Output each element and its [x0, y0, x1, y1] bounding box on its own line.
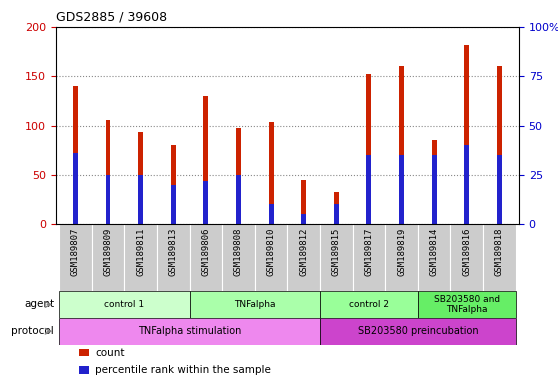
Text: agent: agent	[24, 300, 54, 310]
Text: GSM189806: GSM189806	[201, 227, 210, 276]
Text: GDS2885 / 39608: GDS2885 / 39608	[56, 11, 167, 24]
Bar	[190, 291, 320, 318]
Bar	[268, 204, 273, 224]
Bar	[450, 224, 483, 291]
Bar	[287, 224, 320, 291]
Bar	[353, 224, 385, 291]
Text: GSM189809: GSM189809	[103, 227, 113, 276]
Bar	[59, 291, 190, 318]
Text: GSM189813: GSM189813	[169, 227, 177, 276]
Bar	[320, 291, 418, 318]
Bar	[385, 224, 418, 291]
Bar	[203, 181, 208, 224]
Bar	[399, 66, 404, 224]
Bar	[255, 224, 287, 291]
Bar	[203, 96, 208, 224]
Bar	[157, 224, 190, 291]
Text: control 2: control 2	[349, 300, 389, 309]
Bar	[399, 155, 404, 224]
Text: TNFalpha: TNFalpha	[234, 300, 276, 309]
Bar	[190, 224, 222, 291]
Bar	[301, 214, 306, 224]
Bar	[236, 129, 241, 224]
Bar	[73, 153, 78, 224]
Bar	[268, 122, 273, 224]
Text: GSM189814: GSM189814	[430, 227, 439, 276]
Bar	[432, 140, 436, 224]
Bar	[320, 318, 516, 344]
Bar	[483, 224, 516, 291]
Bar	[59, 318, 320, 344]
Text: GSM189808: GSM189808	[234, 227, 243, 276]
Bar	[105, 175, 110, 224]
Text: GSM189819: GSM189819	[397, 227, 406, 276]
Bar	[105, 119, 110, 224]
Bar	[171, 185, 176, 224]
Text: GSM189817: GSM189817	[364, 227, 373, 276]
Bar	[171, 145, 176, 224]
Text: GSM189812: GSM189812	[299, 227, 308, 276]
Bar	[301, 180, 306, 224]
Text: GSM189818: GSM189818	[495, 227, 504, 276]
Bar	[92, 224, 124, 291]
Bar	[334, 192, 339, 224]
Bar	[497, 66, 502, 224]
Text: protocol: protocol	[11, 326, 54, 336]
Text: percentile rank within the sample: percentile rank within the sample	[95, 365, 271, 375]
Bar	[59, 224, 92, 291]
Bar	[138, 132, 143, 224]
Bar	[334, 204, 339, 224]
Bar	[418, 291, 516, 318]
Bar	[222, 224, 255, 291]
Text: SB203580 preincubation: SB203580 preincubation	[358, 326, 478, 336]
Text: GSM189815: GSM189815	[332, 227, 341, 276]
Text: GSM189807: GSM189807	[71, 227, 80, 276]
Bar	[418, 224, 450, 291]
Text: GSM189810: GSM189810	[267, 227, 276, 276]
Bar	[138, 175, 143, 224]
Bar	[320, 224, 353, 291]
Bar	[367, 155, 372, 224]
Bar	[79, 366, 89, 374]
Text: control 1: control 1	[104, 300, 145, 309]
Bar	[464, 145, 469, 224]
Text: TNFalpha stimulation: TNFalpha stimulation	[138, 326, 241, 336]
Bar	[367, 74, 372, 224]
Bar	[73, 86, 78, 224]
Bar	[497, 155, 502, 224]
Bar	[124, 224, 157, 291]
Bar	[432, 155, 436, 224]
Text: GSM189811: GSM189811	[136, 227, 145, 276]
Text: count: count	[95, 348, 124, 358]
Text: GSM189816: GSM189816	[462, 227, 472, 276]
Bar	[236, 175, 241, 224]
Bar	[79, 349, 89, 356]
Bar	[464, 45, 469, 224]
Text: SB203580 and
TNFalpha: SB203580 and TNFalpha	[434, 295, 500, 314]
